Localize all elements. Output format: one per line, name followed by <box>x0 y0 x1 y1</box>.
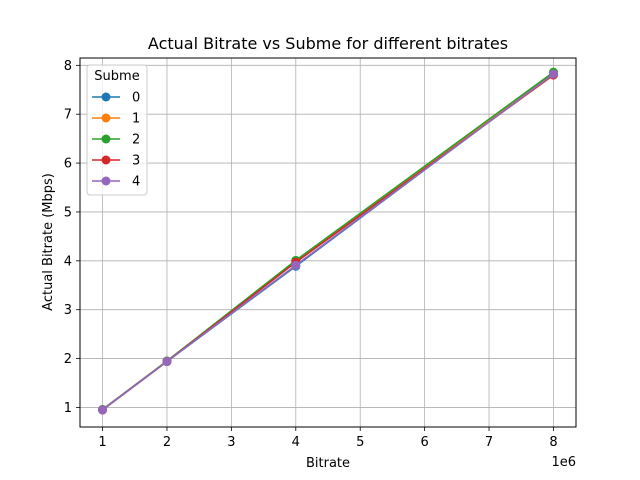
chart-title: Actual Bitrate vs Subme for different bi… <box>148 34 508 53</box>
legend-label: 2 <box>132 133 140 148</box>
legend-marker <box>101 113 111 123</box>
legend-entry-1: 1 <box>92 112 140 127</box>
legend-marker <box>101 134 111 144</box>
y-tick-label: 1 <box>64 401 72 416</box>
data-point <box>98 405 108 415</box>
y-axis-label: Actual Bitrate (Mbps) <box>41 173 56 311</box>
data-point <box>548 69 558 79</box>
y-tick-label: 4 <box>64 254 72 269</box>
series-line <box>102 73 554 411</box>
legend-entry-4: 4 <box>92 175 140 190</box>
legend-label: 1 <box>132 112 140 127</box>
x-tick-label: 7 <box>485 435 493 450</box>
y-tick-label: 7 <box>64 108 72 123</box>
legend-label: 4 <box>132 175 140 190</box>
x-tick-label: 2 <box>163 435 171 450</box>
legend-title: Subme <box>94 69 139 84</box>
legend-entry-0: 0 <box>92 91 140 106</box>
y-tick-label: 2 <box>64 352 72 367</box>
x-tick-label: 6 <box>420 435 428 450</box>
series-layer <box>98 67 558 415</box>
x-axis-label: Bitrate <box>306 456 350 471</box>
legend-label: 3 <box>132 154 140 169</box>
y-tick-label: 3 <box>64 303 72 318</box>
legend-marker <box>101 176 111 186</box>
x-tick-label: 1 <box>98 435 106 450</box>
x-tick-label: 4 <box>292 435 300 450</box>
legend-label: 0 <box>132 91 140 106</box>
legend-entry-3: 3 <box>92 154 140 169</box>
y-tick-label: 6 <box>64 157 72 172</box>
plot-frame <box>79 57 577 428</box>
data-point <box>291 260 301 270</box>
data-point <box>162 357 172 367</box>
legend-entries: 0 1 2 3 4 <box>92 91 140 190</box>
y-tick-label: 8 <box>64 59 72 74</box>
series-4 <box>98 69 558 415</box>
y-tick-label: 5 <box>64 205 72 220</box>
legend: Subme 0 1 2 3 4 <box>86 64 148 196</box>
grid <box>80 58 576 427</box>
legend-entry-2: 2 <box>92 133 140 148</box>
y-axis: 1 2 3 4 5 6 7 8 <box>64 59 80 416</box>
x-axis: 1 2 3 4 5 6 7 8 <box>98 427 558 450</box>
x-tick-label: 3 <box>227 435 235 450</box>
x-tick-label: 5 <box>356 435 364 450</box>
legend-marker <box>101 155 111 165</box>
legend-marker <box>101 92 111 102</box>
x-tick-label: 8 <box>549 435 557 450</box>
x-axis-offset-label: 1e6 <box>551 455 576 470</box>
